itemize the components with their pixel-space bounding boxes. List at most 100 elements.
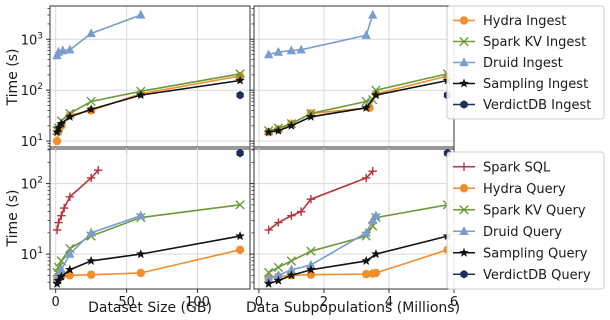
x-tick-label-0: 0 xyxy=(255,295,263,310)
legends: Hydra Ingest Spark KV Ingest Druid Ingest S… xyxy=(446,5,605,290)
point-sampling-ingest xyxy=(235,75,245,85)
point-spark-sql xyxy=(274,218,283,227)
legend-label-druid-ingest: Druid Ingest xyxy=(483,56,563,71)
point-druid-query xyxy=(56,264,67,274)
legend-ingest-frame xyxy=(446,5,605,120)
legend-marker-druid-ingest xyxy=(459,57,469,67)
xlabel-right: Data Subpopulations (Millions) xyxy=(246,300,460,316)
point-spark-kv-query xyxy=(286,256,297,266)
legend-label-sampling-ingest: Sampling Ingest xyxy=(483,77,588,92)
point-sampling-query xyxy=(306,264,316,274)
point-druid-ingest xyxy=(273,46,284,56)
point-sampling-query xyxy=(86,255,96,265)
x-tick-label-50: 50 xyxy=(118,295,135,310)
point-sampling-ingest xyxy=(273,125,284,135)
point-sampling-query xyxy=(65,264,75,274)
point-druid-query xyxy=(306,259,316,269)
point-druid-query xyxy=(361,227,371,237)
point-spark-sql xyxy=(94,165,103,175)
point-hydra-query xyxy=(371,268,381,278)
point-verdictdb-ingest xyxy=(236,90,244,100)
y-tick-label-100: 102 xyxy=(21,176,43,193)
point-sampling-ingest xyxy=(306,111,316,121)
point-sampling-query xyxy=(136,249,146,259)
point-hydra-query xyxy=(235,245,245,255)
point-spark-kv-query xyxy=(235,200,245,210)
point-spark-kv-query xyxy=(263,267,274,278)
point-spark-sql xyxy=(65,192,75,201)
point-spark-sql xyxy=(368,166,377,176)
x-tick-label-6: 6 xyxy=(450,295,458,310)
series-line-spark-kv-ingest xyxy=(56,72,241,132)
point-hydra-query xyxy=(361,269,371,279)
point-druid-ingest xyxy=(286,45,297,55)
legend-ingest: Hydra Ingest Spark KV Ingest Druid Ingest S… xyxy=(446,5,605,120)
point-druid-ingest xyxy=(136,9,146,19)
legend-label-spark-sql: Spark SQL xyxy=(483,160,551,175)
point-druid-ingest xyxy=(296,44,306,54)
point-sampling-query xyxy=(286,270,297,280)
legend-marker-hydra-ingest xyxy=(459,16,469,25)
panel-bottom-left: 101 102 0 50 100 xyxy=(21,146,251,310)
point-druid-ingest xyxy=(263,49,274,59)
point-spark-sql xyxy=(86,173,96,183)
panel-bottom-right: 0 2 4 6 xyxy=(250,146,458,310)
xlabel-left: Dataset Size (GB) xyxy=(88,300,212,316)
series-line-spark-sql xyxy=(268,170,374,231)
legend-marker-hydra-query xyxy=(459,184,469,193)
point-sampling-query xyxy=(371,249,381,259)
series-group xyxy=(263,9,453,137)
point-sampling-ingest xyxy=(86,104,96,114)
point-druid-query xyxy=(286,264,297,274)
point-druid-ingest xyxy=(361,30,371,39)
point-sampling-query xyxy=(56,271,67,281)
series-line-druid-ingest xyxy=(268,14,374,56)
point-spark-kv-query xyxy=(273,262,284,272)
point-spark-sql xyxy=(59,203,69,213)
series-line-spark-sql xyxy=(56,169,99,231)
point-spark-sql xyxy=(57,211,66,220)
point-druid-ingest xyxy=(65,44,75,54)
point-sampling-query xyxy=(273,275,284,285)
legend-marker-verdictdb-query xyxy=(460,270,468,279)
point-sampling-ingest xyxy=(263,127,274,137)
point-sampling-query xyxy=(361,255,371,265)
y-tick-label-100: 102 xyxy=(21,82,43,99)
legend-marker-druid-query xyxy=(459,226,469,235)
legend-marker-sampling-ingest xyxy=(459,78,469,88)
legend-marker-spark-sql xyxy=(459,162,469,171)
legend-marker-spark-kv-ingest xyxy=(459,36,469,47)
point-druid-query xyxy=(65,248,75,258)
point-druid-query xyxy=(86,227,96,237)
legend-label-spark-kv-ingest: Spark KV Ingest xyxy=(483,35,586,50)
point-hydra-ingest xyxy=(52,136,62,146)
point-spark-sql xyxy=(296,207,306,216)
point-spark-sql xyxy=(52,225,62,235)
point-sampling-ingest xyxy=(371,90,381,100)
point-hydra-query xyxy=(86,270,96,279)
point-sampling-ingest xyxy=(65,111,75,121)
series-line-druid-query xyxy=(268,215,377,280)
y-tick-label-10: 101 xyxy=(21,246,43,263)
series-group xyxy=(52,148,245,288)
y-tick-label-1000: 103 xyxy=(21,31,43,48)
point-sampling-query xyxy=(263,278,274,288)
point-spark-sql xyxy=(264,225,273,235)
point-spark-kv-ingest xyxy=(235,69,245,79)
ylabel-bottom: Time (s) xyxy=(5,190,21,248)
panel-top-right xyxy=(250,5,455,153)
point-spark-sql xyxy=(287,211,296,220)
legend-marker-spark-kv-query xyxy=(459,205,469,215)
point-spark-kv-ingest xyxy=(86,96,96,107)
legend-label-hydra-ingest: Hydra Ingest xyxy=(483,14,566,29)
legend-label-verdictdb-query: VerdictDB Query xyxy=(483,268,591,283)
point-spark-sql xyxy=(306,195,316,204)
point-druid-query xyxy=(371,210,381,220)
point-sampling-ingest xyxy=(361,102,371,112)
point-druid-ingest xyxy=(367,9,378,19)
point-druid-ingest xyxy=(58,45,68,55)
legend-label-verdictdb-ingest: VerdictDB Ingest xyxy=(483,98,591,113)
point-sampling-ingest xyxy=(286,120,297,130)
legend-label-druid-query: Druid Query xyxy=(483,225,562,240)
